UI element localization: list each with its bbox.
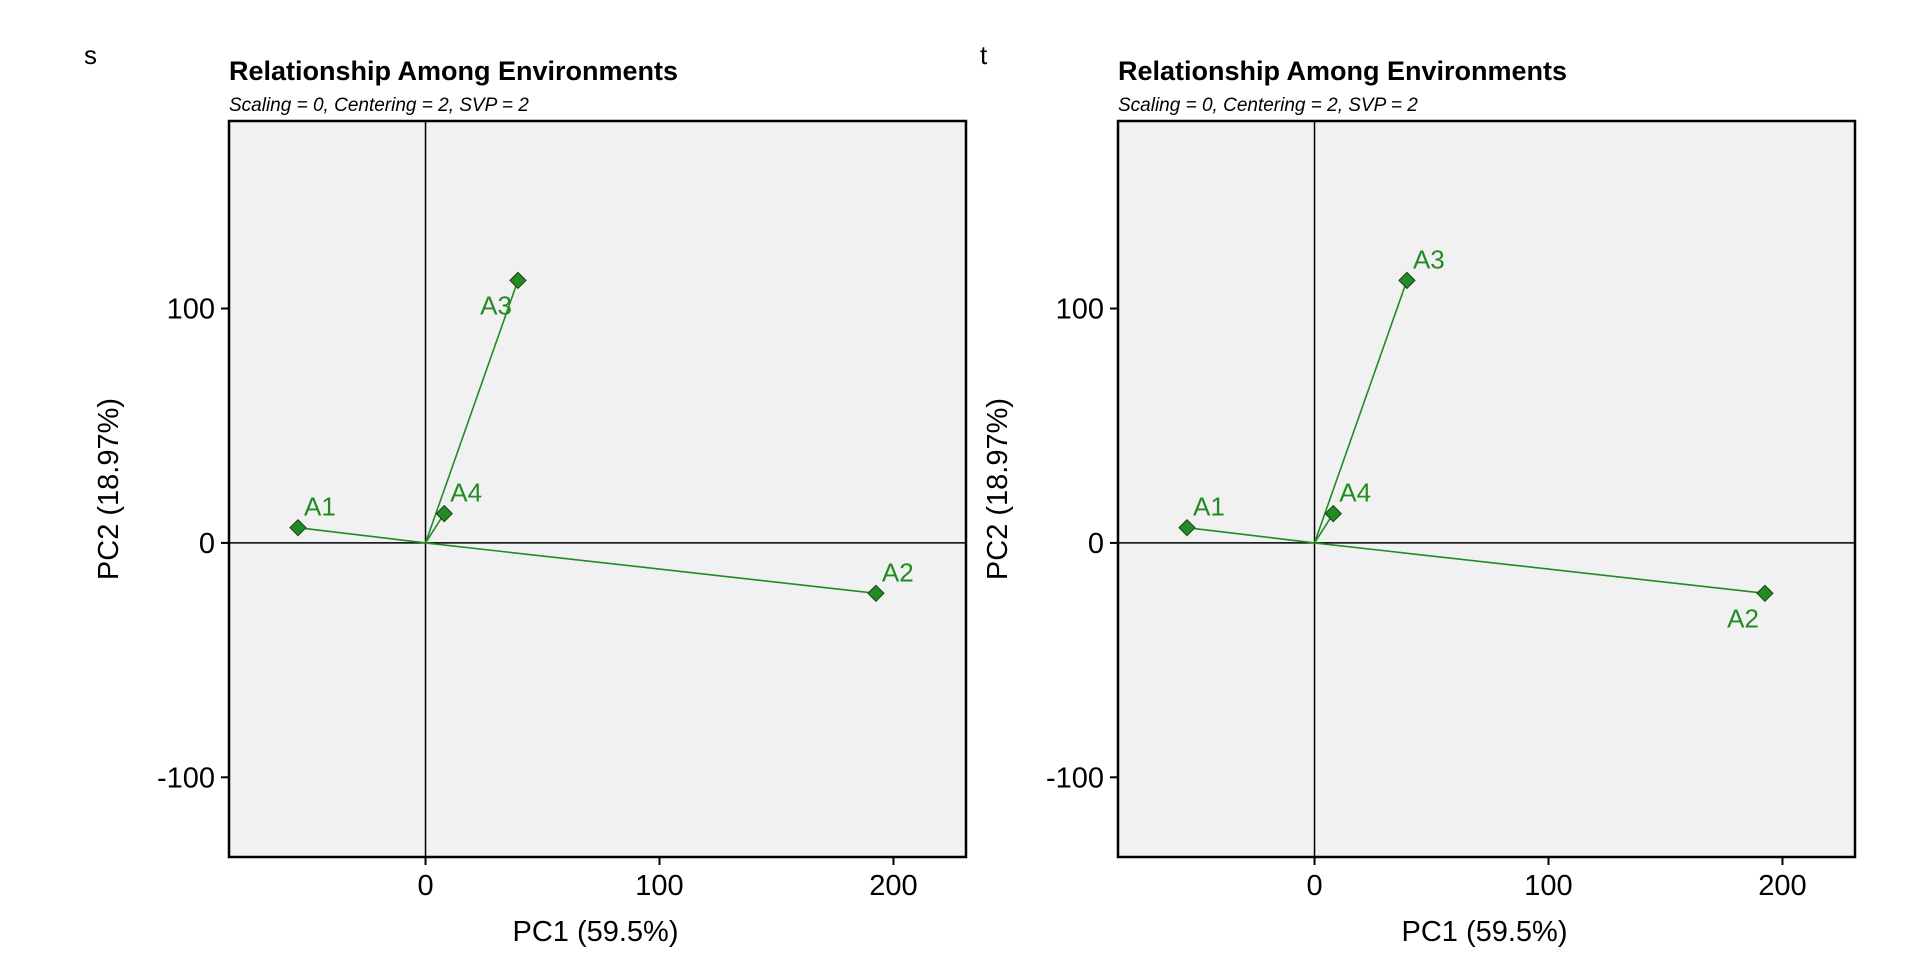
panel-tag: t — [980, 40, 988, 70]
point-a2 — [867, 584, 885, 603]
x-tick-label: 0 — [417, 870, 433, 902]
point-a2 — [1756, 584, 1774, 603]
point-a3 — [1398, 271, 1416, 290]
plot-background — [1118, 121, 1855, 857]
point-a1 — [289, 518, 307, 537]
vector-a1 — [1186, 526, 1315, 544]
vector-a1 — [297, 526, 426, 544]
x-axis-label: PC1 (59.5%) — [512, 916, 678, 948]
vector-a3 — [1313, 280, 1408, 544]
y-tick-label: 0 — [199, 528, 215, 560]
x-tick-label: 100 — [1524, 870, 1572, 902]
vector-a2 — [1314, 542, 1766, 595]
chart-title: Relationship Among Environments — [229, 56, 678, 86]
point-label-a4: A4 — [1339, 478, 1371, 508]
chart-panel-t: t Relationship Among Environments Scaling … — [980, 40, 1857, 948]
chart-subtitle: Scaling = 0, Centering = 2, SVP = 2 — [229, 95, 529, 116]
chart-title: Relationship Among Environments — [1118, 56, 1567, 86]
y-tick-label: 0 — [1088, 528, 1104, 560]
vector-a3 — [424, 280, 519, 544]
x-tick-label: 100 — [635, 870, 683, 902]
plot-frame — [1116, 119, 1857, 859]
y-tick-label: 100 — [167, 294, 215, 326]
point-label-a2: A2 — [1727, 603, 1759, 633]
panel-tag: s — [84, 40, 97, 70]
y-tick-label: 100 — [1056, 294, 1104, 326]
chart-subtitle: Scaling = 0, Centering = 2, SVP = 2 — [1118, 95, 1418, 116]
point-a1 — [1178, 518, 1196, 537]
plot-background — [229, 121, 966, 857]
point-label-a3: A3 — [1413, 244, 1445, 274]
x-tick-label: 200 — [869, 870, 917, 902]
point-a4 — [1324, 504, 1342, 523]
point-label-a3: A3 — [480, 290, 512, 320]
x-tick-label: 0 — [1306, 870, 1322, 902]
x-axis-label: PC1 (59.5%) — [1401, 916, 1567, 948]
point-label-a1: A1 — [304, 492, 336, 522]
chart-panel-s: s Relationship Among Environments Scaling … — [84, 40, 968, 948]
plot-frame — [227, 119, 968, 859]
point-a4 — [435, 504, 453, 523]
point-label-a4: A4 — [450, 478, 482, 508]
y-tick-label: -100 — [1046, 762, 1104, 794]
point-label-a1: A1 — [1193, 492, 1225, 522]
point-label-a2: A2 — [882, 557, 914, 587]
point-a3 — [509, 271, 527, 290]
vector-a2 — [425, 542, 877, 595]
x-tick-label: 200 — [1758, 870, 1806, 902]
y-axis-label: PC2 (18.97%) — [93, 398, 125, 580]
y-axis-label: PC2 (18.97%) — [982, 398, 1014, 580]
y-tick-label: -100 — [157, 762, 215, 794]
